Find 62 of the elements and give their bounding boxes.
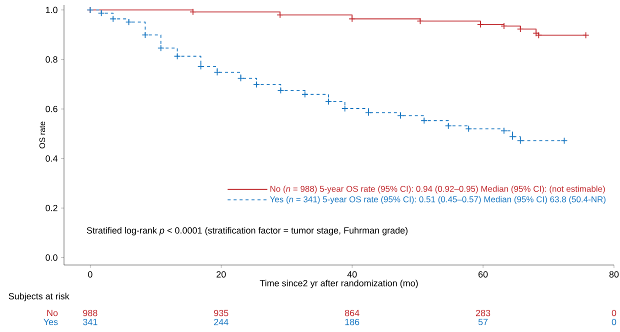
point bbox=[142, 32, 149, 38]
point bbox=[535, 32, 542, 39]
point bbox=[237, 74, 244, 82]
x-tick-label: 60 bbox=[478, 271, 488, 278]
point bbox=[348, 15, 356, 22]
text: 186 bbox=[345, 318, 360, 326]
point bbox=[516, 137, 524, 144]
point bbox=[174, 52, 181, 60]
text: Yes bbox=[44, 318, 58, 326]
x-axis-title: Time since2 yr after randomization (mo) bbox=[260, 280, 418, 288]
point bbox=[341, 105, 348, 112]
point bbox=[214, 68, 221, 76]
point bbox=[157, 44, 164, 52]
text: 0 bbox=[612, 318, 616, 326]
point bbox=[197, 62, 204, 70]
y-tick-label: 1.0 bbox=[46, 6, 58, 14]
point bbox=[500, 22, 508, 30]
point bbox=[98, 10, 105, 17]
text: 988 bbox=[83, 310, 98, 316]
text: 864 bbox=[344, 310, 360, 316]
point bbox=[420, 117, 428, 124]
y-tick-label: 0.8 bbox=[46, 56, 58, 63]
point bbox=[465, 125, 472, 132]
text: 0 bbox=[612, 310, 616, 316]
point bbox=[476, 21, 484, 28]
point bbox=[560, 137, 568, 144]
point bbox=[365, 109, 372, 116]
legend-label: No (n = 988) 5-year OS rate (95% CI): 0.94 (0.92–0.95) Median (95% CI): (not estimable) bbox=[270, 186, 605, 194]
point bbox=[125, 18, 132, 26]
text: No bbox=[47, 310, 58, 316]
point bbox=[444, 122, 452, 130]
legend-label: Yes (n = 341) 5-year OS rate (95% CI): 0.51 (0.45–0.57) Median (95% CI) 63.8 (50.4-NR) bbox=[270, 196, 606, 204]
text: 341 bbox=[83, 318, 98, 326]
y-axis-title: OS rate bbox=[39, 122, 46, 148]
y-tick-label: 0.4 bbox=[46, 155, 58, 162]
y-tick-label: 0.6 bbox=[46, 106, 58, 112]
point bbox=[110, 15, 117, 22]
point bbox=[516, 26, 524, 32]
point bbox=[302, 90, 308, 98]
text: 283 bbox=[476, 310, 490, 316]
point bbox=[325, 98, 332, 106]
x-tick-label: 40 bbox=[347, 271, 357, 278]
point bbox=[397, 112, 404, 120]
point bbox=[253, 81, 260, 88]
point bbox=[500, 127, 508, 134]
annotation: Stratified log-rank p < 0.0001 (stratification factor = tumor stage, Fuhrman grade) bbox=[86, 227, 408, 236]
text: 244 bbox=[214, 318, 228, 326]
point bbox=[509, 133, 516, 140]
point bbox=[277, 86, 284, 94]
y-tick-label: 0.0 bbox=[46, 254, 58, 261]
point bbox=[190, 8, 196, 16]
x-tick-label: 20 bbox=[216, 271, 226, 278]
point bbox=[582, 32, 590, 39]
point bbox=[276, 11, 284, 18]
point bbox=[416, 18, 424, 25]
text: 57 bbox=[478, 318, 488, 326]
text: Subjects at risk bbox=[8, 292, 70, 302]
y-tick-label: 0.2 bbox=[46, 204, 58, 212]
x-tick-label: 0 bbox=[88, 271, 92, 278]
point bbox=[532, 30, 540, 37]
text: 935 bbox=[214, 310, 228, 316]
x-tick-label: 80 bbox=[609, 271, 619, 278]
